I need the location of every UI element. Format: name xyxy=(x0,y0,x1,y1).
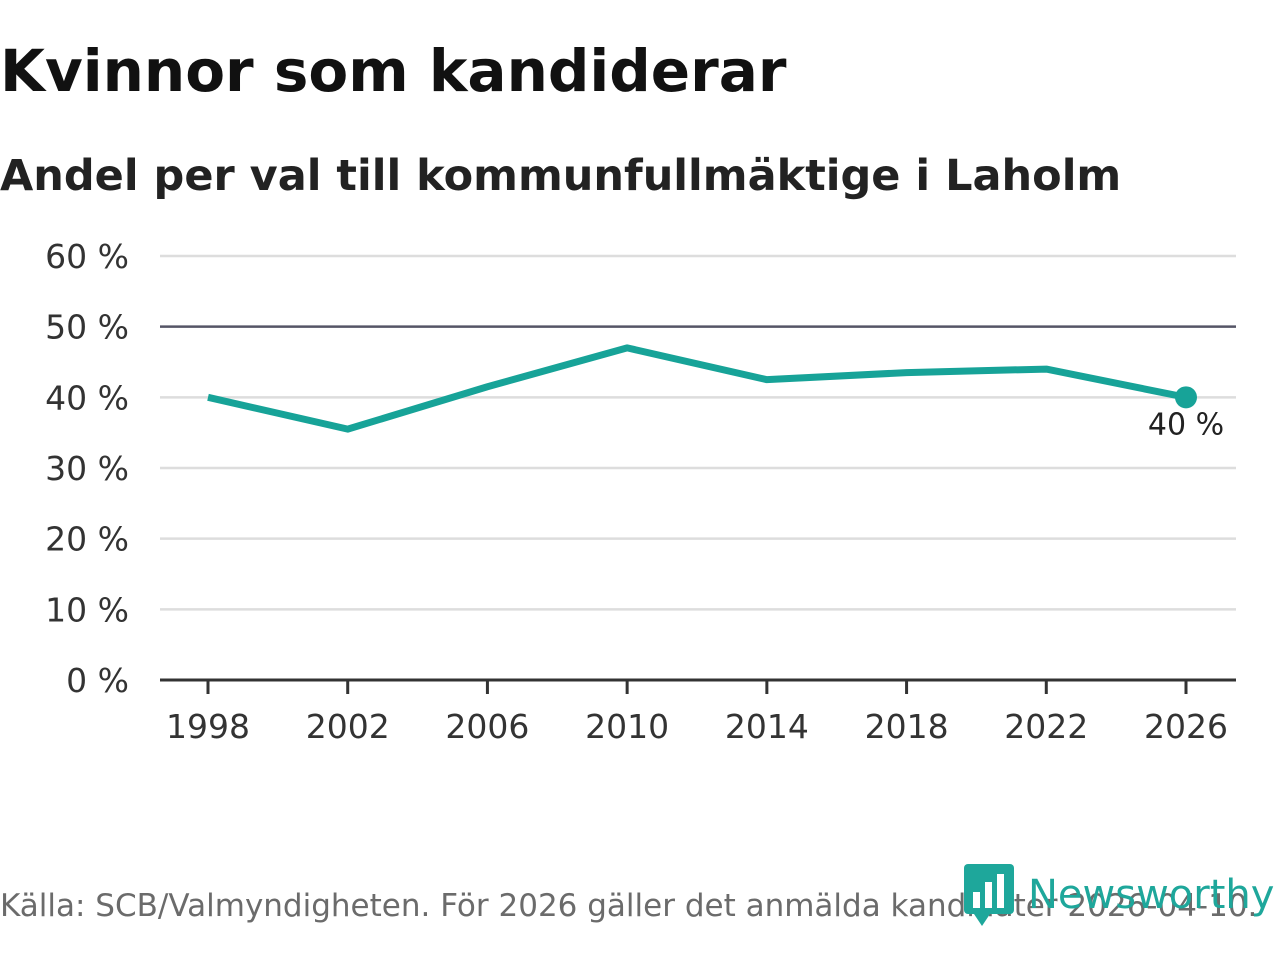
x-tick-label: 2026 xyxy=(1144,707,1228,746)
y-tick-label: 0 % xyxy=(66,661,129,700)
end-point-marker xyxy=(1175,386,1197,409)
y-tick-label: 50 % xyxy=(45,308,129,347)
newsworthy-logo[interactable]: Newsworthy xyxy=(964,864,1274,926)
x-tick-label: 2014 xyxy=(725,707,809,746)
x-tick-label: 2018 xyxy=(865,707,949,746)
x-tick-label: 2022 xyxy=(1004,707,1088,746)
y-tick-label: 40 % xyxy=(45,378,129,417)
data-label-layer: 40 % xyxy=(1148,407,1224,442)
y-tick-label: 60 % xyxy=(45,237,129,276)
gridlines xyxy=(160,254,1236,611)
series-layer xyxy=(207,344,1197,433)
series-line-0 xyxy=(207,344,1187,433)
x-axis xyxy=(160,678,1236,694)
y-tick-label: 30 % xyxy=(45,449,129,488)
end-value-label: 40 % xyxy=(1148,407,1224,442)
x-axis-labels: 1998 2002 2006 2010 2014 2018 2022 2026 xyxy=(166,707,1228,746)
y-tick-label: 10 % xyxy=(45,590,129,629)
x-tick-label: 2006 xyxy=(445,707,529,746)
y-tick-label: 20 % xyxy=(45,520,129,559)
chart-title: Kvinnor som kandiderar xyxy=(0,37,787,105)
x-tick-label: 1998 xyxy=(166,707,250,746)
x-tick-label: 2010 xyxy=(585,707,669,746)
line-chart: 0 % 10 % 20 % 30 % 40 % 50 % 60 % 1998 2002 2006… xyxy=(45,237,1236,746)
chart-subtitle: Andel per val till kommunfullmäktige i L… xyxy=(0,151,1122,201)
x-tick-label: 2002 xyxy=(306,707,390,746)
bar-chart-icon xyxy=(964,864,1014,926)
brand-name: Newsworthy xyxy=(1028,872,1275,918)
source-note: Källa: SCB/Valmyndigheten. För 2026 gäll… xyxy=(0,888,1258,924)
y-axis-labels: 0 % 10 % 20 % 30 % 40 % 50 % 60 % xyxy=(45,237,129,700)
